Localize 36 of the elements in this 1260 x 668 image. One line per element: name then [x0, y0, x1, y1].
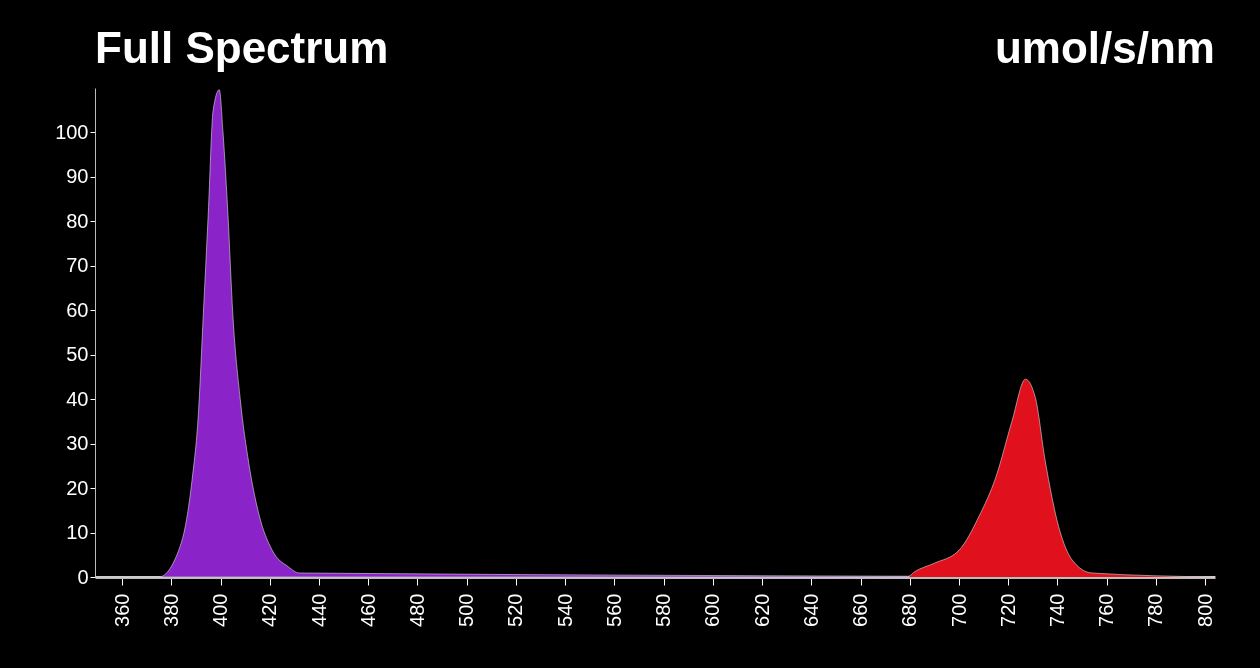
- y-axis-title: umol/s/nm: [994, 22, 1215, 74]
- x-tick-label: 520: [504, 593, 527, 627]
- y-tick-label: 100: [55, 120, 89, 143]
- x-tick-label: 460: [356, 593, 379, 627]
- y-tick-label: 10: [66, 521, 89, 544]
- x-tick-label: 640: [799, 593, 822, 627]
- x-tick-label: 500: [455, 593, 478, 627]
- x-tick-label: 360: [110, 593, 133, 627]
- x-tick-label: 700: [947, 593, 970, 627]
- x-tick-label: 560: [602, 593, 625, 627]
- x-tick-label: 780: [1144, 593, 1167, 627]
- x-tick-label: 440: [307, 593, 330, 627]
- y-tick-label: 0: [77, 565, 89, 588]
- y-tick-label: 80: [66, 209, 89, 232]
- x-tick-label: 680: [898, 593, 921, 627]
- x-tick-label: 540: [553, 593, 576, 627]
- x-tick-label: 600: [701, 593, 724, 627]
- x-tick-label: 480: [405, 593, 428, 627]
- x-tick-label: 420: [258, 593, 281, 627]
- x-tick-label: 720: [996, 593, 1019, 627]
- chart-title: Full Spectrum: [95, 22, 389, 74]
- y-tick-label: 90: [66, 165, 89, 188]
- x-tick-label: 740: [1045, 593, 1068, 627]
- x-tick-label: 760: [1095, 593, 1118, 627]
- x-tick-label: 580: [652, 593, 675, 627]
- y-tick-label: 50: [66, 343, 89, 366]
- x-tick-label: 800: [1193, 593, 1216, 627]
- y-tick-label: 60: [66, 298, 89, 321]
- y-tick-label: 20: [66, 476, 89, 499]
- x-tick-label: 620: [750, 593, 773, 627]
- x-tick-label: 660: [849, 593, 872, 627]
- x-tick-label: 380: [159, 593, 182, 627]
- y-tick-label: 70: [66, 254, 89, 277]
- y-tick-label: 30: [66, 432, 89, 455]
- x-tick-label: 400: [209, 593, 232, 627]
- y-tick-label: 40: [66, 387, 89, 410]
